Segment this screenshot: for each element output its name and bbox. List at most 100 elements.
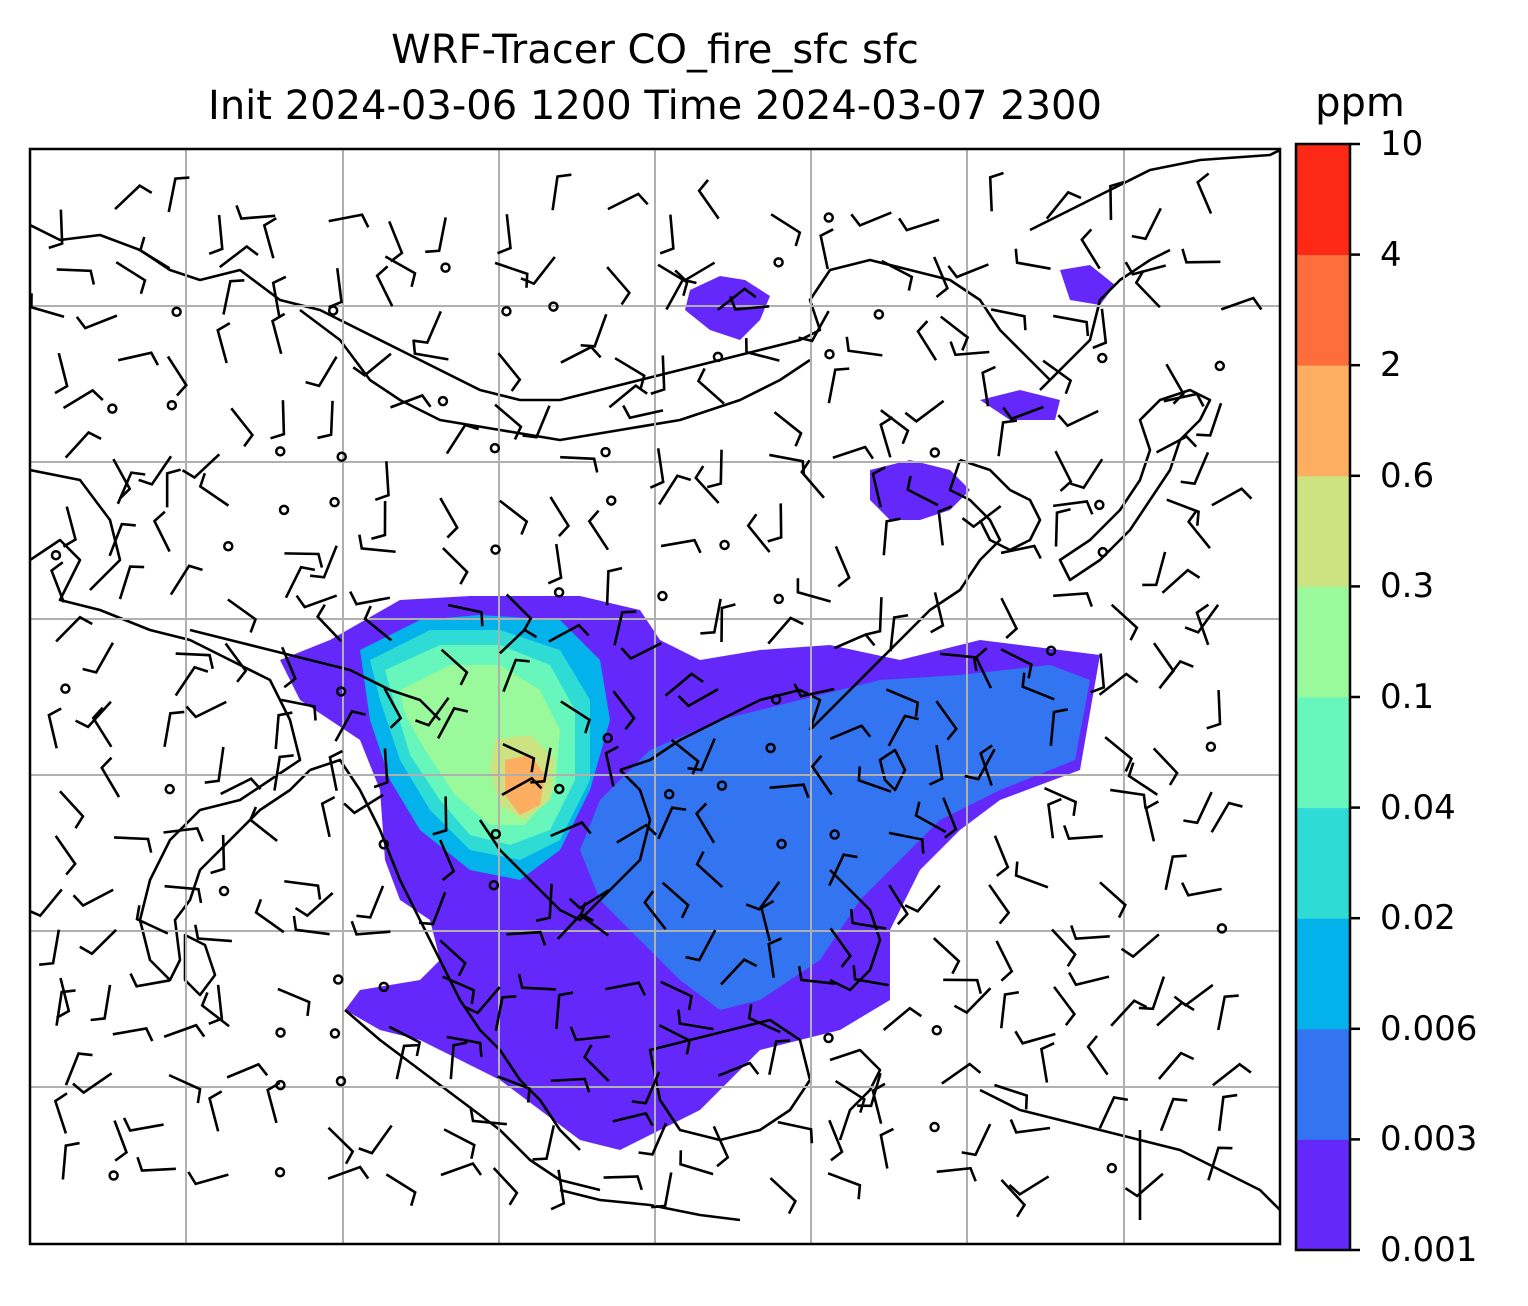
wind-barb — [941, 1062, 982, 1085]
colorbar-tick-label: 4 — [1380, 234, 1402, 275]
wind-barb — [981, 365, 996, 407]
wind-barb — [622, 404, 664, 420]
plot-title-line2: Init 2024-03-06 1200 Time 2024-03-07 230… — [208, 83, 1102, 129]
wind-barb — [906, 475, 939, 507]
colorbar-segment — [1296, 1139, 1350, 1251]
wind-barb — [657, 263, 689, 297]
wind-barb — [768, 1039, 791, 1076]
wind-barb — [1156, 1000, 1195, 1027]
calm-wind-circle — [770, 694, 782, 705]
calm-wind-circle — [600, 446, 611, 458]
wind-barb — [551, 173, 572, 211]
wind-barb — [694, 465, 720, 504]
wind-barb — [1127, 762, 1159, 796]
wind-barb — [658, 474, 692, 506]
wind-barb — [352, 352, 392, 377]
wind-barb — [497, 352, 522, 392]
wind-barb — [720, 603, 736, 642]
wind-barb — [1086, 1035, 1109, 1076]
wind-barb — [309, 545, 338, 579]
calm-wind-circle — [332, 974, 344, 985]
wind-barb — [932, 256, 949, 298]
wind-barb — [30, 888, 63, 918]
wind-barb — [520, 256, 556, 286]
wind-barb — [165, 468, 182, 508]
calm-wind-circle — [378, 981, 390, 993]
wind-barb — [163, 710, 185, 748]
wind-barb — [208, 1090, 223, 1132]
calm-wind-circle — [335, 686, 347, 697]
colorbar-tick-label: 0.003 — [1380, 1119, 1478, 1160]
wind-barb — [888, 884, 909, 926]
calm-wind-circle — [829, 829, 840, 840]
wind-barb — [1014, 1030, 1056, 1045]
wind-barb — [759, 899, 775, 942]
wind-barb — [464, 986, 501, 1015]
wind-barb — [1052, 499, 1094, 515]
calm-wind-circle — [716, 780, 728, 791]
wind-barb — [1008, 1175, 1050, 1197]
wind-barb — [1155, 434, 1198, 454]
wind-barb — [1062, 825, 1103, 840]
wind-barb — [1195, 603, 1210, 646]
wind-barb — [1124, 261, 1167, 276]
calm-wind-circle — [164, 783, 175, 795]
wind-barb — [961, 505, 1002, 529]
wind-barb — [220, 777, 262, 796]
wind-barb — [449, 1041, 468, 1080]
wind-barb — [850, 211, 892, 227]
wind-barb — [607, 192, 649, 211]
wind-barb — [502, 743, 536, 773]
wind-barb — [845, 336, 883, 357]
wind-barb — [834, 545, 851, 588]
calm-wind-circle — [929, 447, 941, 458]
wind-barb — [988, 171, 1004, 212]
wind-barb — [1184, 604, 1220, 634]
calm-wind-circle — [1097, 546, 1109, 558]
wind-barb — [1196, 402, 1223, 437]
wind-barb — [916, 320, 938, 361]
wind-barb — [442, 547, 469, 585]
wind-barb — [712, 1125, 730, 1168]
wind-barb — [292, 915, 330, 936]
wind-barb — [660, 980, 693, 1011]
wind-barb — [492, 1167, 519, 1206]
calm-wind-circle — [278, 504, 290, 516]
wind-barb — [1000, 648, 1033, 679]
wind-barb — [320, 795, 336, 838]
wind-barb — [879, 1127, 895, 1169]
wind-barb — [979, 744, 993, 786]
calm-wind-circle — [824, 348, 835, 360]
wind-barb — [224, 642, 248, 683]
wind-barb — [747, 1004, 781, 1034]
wind-barb — [305, 356, 338, 388]
calm-wind-circle — [275, 446, 286, 457]
calm-wind-circle — [327, 305, 339, 316]
wind-barb — [1054, 507, 1071, 547]
wind-barb — [1098, 672, 1139, 696]
wind-barb — [949, 341, 990, 357]
wind-barb — [942, 797, 958, 839]
co-plume-0001-ne — [1060, 265, 1115, 305]
calm-wind-circle — [776, 838, 787, 850]
colorbar-tick-label: 0.6 — [1380, 455, 1435, 496]
wind-barb — [1000, 544, 1042, 560]
wind-barb — [1158, 659, 1194, 690]
wind-barb — [767, 937, 783, 978]
wind-barb — [280, 698, 317, 721]
wind-barb — [608, 384, 648, 409]
wind-barb — [174, 665, 209, 697]
wind-barb — [135, 905, 169, 935]
wind-barb — [550, 1077, 591, 1093]
wind-barb — [1207, 1146, 1233, 1181]
wind-barb — [658, 1024, 692, 1055]
wind-barb — [964, 748, 996, 781]
calm-wind-circle — [223, 540, 234, 552]
wind-barb — [262, 217, 277, 259]
wind-barb — [187, 1171, 229, 1186]
wind-barb — [1157, 1051, 1195, 1080]
wind-barb — [604, 745, 619, 787]
wind-barb — [746, 513, 771, 553]
wind-barb — [55, 615, 93, 643]
co-plume-0001-japan — [980, 390, 1060, 420]
